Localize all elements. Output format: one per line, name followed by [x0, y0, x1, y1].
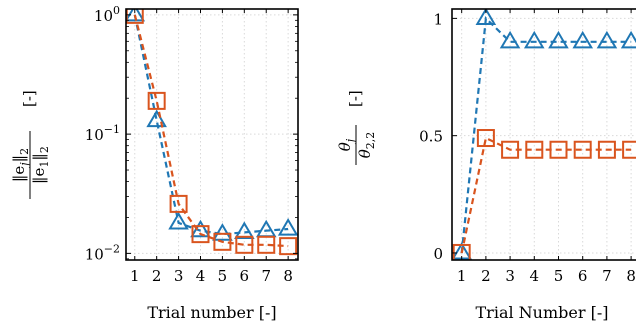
chart-right-frame [451, 8, 636, 261]
chart-left-ylabel-numerator: ‖ej‖2 [10, 148, 31, 182]
chart-right-ylabel-numerator: θj [336, 138, 357, 151]
x-tick-label: 4 [530, 267, 540, 285]
point-triangle [523, 30, 545, 49]
y-tick-label: 10−1 [85, 123, 120, 144]
chart-right-ylabel-denominator: θ2,2 [356, 132, 377, 159]
x-tick-label: 8 [626, 267, 636, 285]
x-tick-label: 5 [218, 267, 228, 285]
chart-left-xlabel: Trial number [-] [147, 303, 276, 322]
chart-left-frame [125, 8, 299, 261]
point-triangle [475, 9, 497, 25]
x-tick-label: 3 [505, 267, 515, 285]
point-triangle [572, 30, 594, 49]
point-square [549, 140, 568, 159]
point-square [191, 225, 210, 244]
series-line-square [133, 14, 289, 248]
point-square [213, 232, 232, 251]
chart-right-yticks: 00.51 [419, 10, 457, 263]
point-triangle [212, 223, 233, 241]
point-triangle [596, 30, 618, 49]
point-triangle [234, 221, 255, 239]
point-square [476, 129, 495, 148]
x-tick-label: 1 [130, 267, 140, 285]
point-triangle [126, 9, 146, 22]
x-tick-label: 3 [174, 267, 184, 285]
chart-right-grid [452, 9, 636, 260]
series-line-square [460, 136, 632, 254]
point-triangle [499, 30, 521, 49]
point-triangle [548, 30, 569, 49]
point-square [169, 194, 188, 213]
chart-left-yticks: 100 10−1 10−2 [85, 4, 298, 263]
x-tick-label: 8 [283, 267, 293, 285]
chart-right-ylabel-unit: [-] [346, 90, 364, 107]
point-square [622, 140, 636, 159]
chart-right-series [452, 9, 636, 260]
point-square [501, 140, 520, 159]
chart-left-ylabel-unit: [-] [20, 90, 38, 107]
point-triangle [620, 30, 636, 49]
chart-right-xlabel: Trial Number [-] [476, 303, 609, 322]
point-square [257, 235, 276, 254]
point-square [573, 140, 592, 159]
x-tick-label: 2 [481, 267, 491, 285]
point-square [279, 237, 298, 256]
point-triangle [146, 109, 167, 128]
y-tick-label: 0.5 [419, 128, 443, 146]
chart-left-ylabel-denominator: ‖e1‖2 [30, 146, 51, 184]
chart-left-ylabel: ‖ej‖2 ‖e1‖2 [-] [10, 90, 51, 199]
x-tick-label: 7 [602, 267, 612, 285]
x-tick-label: 6 [578, 267, 588, 285]
y-tick-label: 0 [433, 245, 443, 263]
series-line-triangle [460, 16, 632, 254]
x-tick-label: 6 [240, 267, 250, 285]
x-tick-label: 4 [196, 267, 206, 285]
point-square [147, 91, 166, 110]
x-tick-label: 7 [261, 267, 271, 285]
x-tick-label: 5 [554, 267, 564, 285]
point-square [525, 140, 544, 159]
y-tick-label: 10−2 [85, 242, 120, 263]
point-triangle [168, 211, 189, 230]
chart-left-series [126, 9, 298, 256]
point-square [597, 140, 616, 159]
chart-right-ylabel: θj θ2,2 [-] [336, 90, 377, 165]
y-tick-label: 1 [433, 10, 443, 28]
series-line-triangle [133, 14, 289, 236]
chart-left-grid [126, 9, 298, 260]
point-square [235, 235, 254, 254]
y-tick-label: 100 [94, 4, 120, 25]
x-tick-label: 1 [457, 267, 467, 285]
x-tick-label: 2 [152, 267, 162, 285]
point-triangle [277, 218, 298, 236]
